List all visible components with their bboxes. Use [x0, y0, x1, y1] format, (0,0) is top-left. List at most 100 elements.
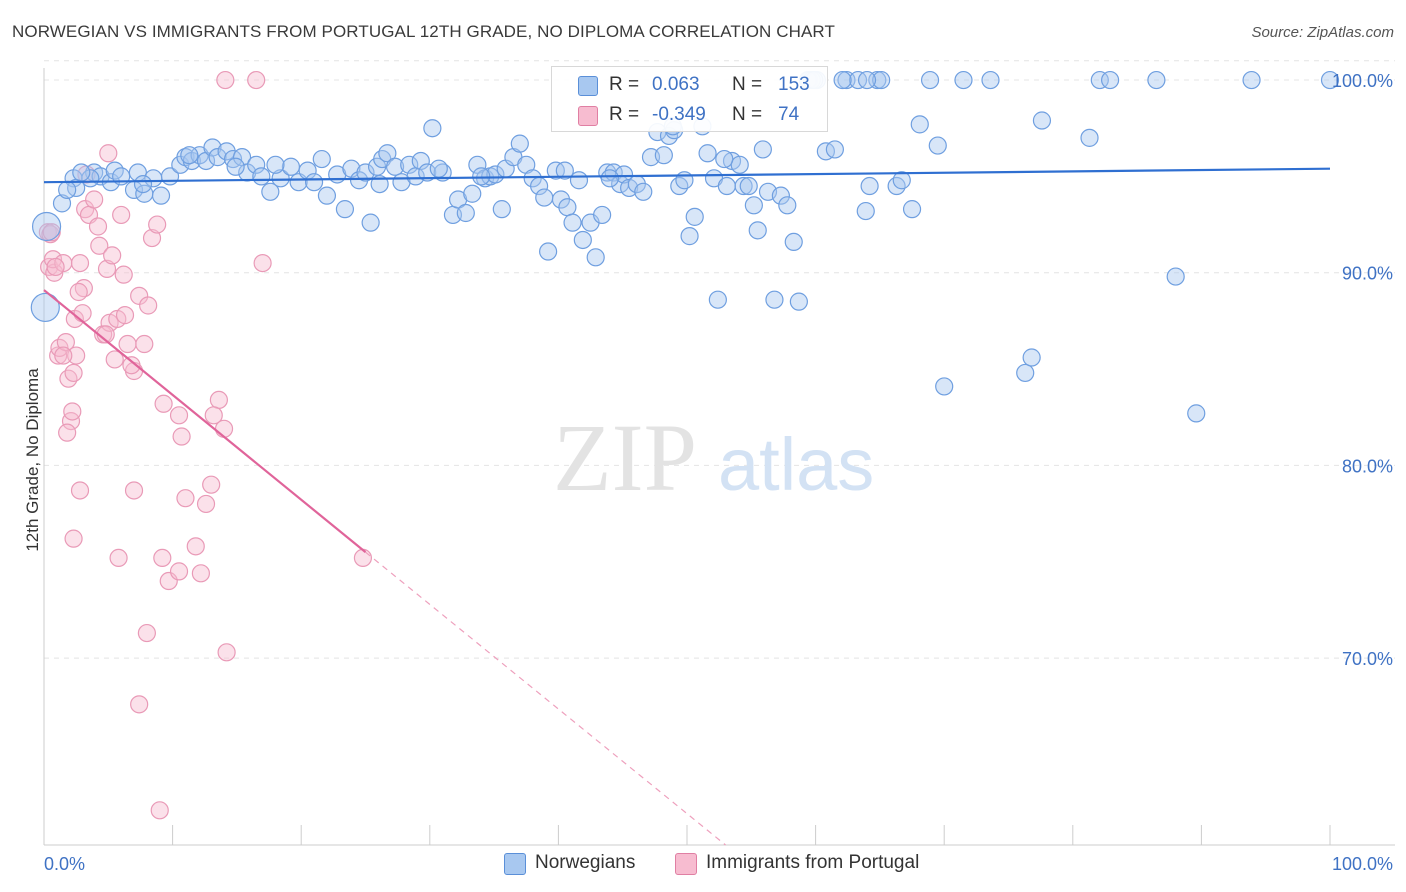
- legend-r-label: R =: [609, 74, 640, 95]
- portugal-point: [186, 537, 205, 556]
- norwegian-point: [492, 200, 511, 219]
- legend-row-norwegians: R = 0.063 N = 153: [552, 71, 827, 101]
- watermark-atlas: atlas: [718, 423, 874, 506]
- portugal-point: [105, 350, 124, 369]
- norwegian-point: [825, 140, 844, 159]
- norwegian-point: [765, 290, 784, 309]
- portugal-point: [142, 228, 162, 248]
- legend-r-value: -0.349: [652, 104, 706, 125]
- bottom-legend-norwegians: Norwegians: [535, 852, 636, 873]
- norwegian-point: [317, 186, 337, 205]
- portugal-points: [38, 70, 373, 820]
- norwegian-point: [271, 169, 290, 188]
- source-label: Source: ZipAtlas.com: [1251, 24, 1394, 41]
- chart-title: NORWEGIAN VS IMMIGRANTS FROM PORTUGAL 12…: [12, 22, 835, 41]
- portugal-point: [169, 562, 189, 581]
- bottom-legend-portugal: Immigrants from Portugal: [706, 852, 920, 873]
- norwegian-point: [304, 173, 324, 192]
- norwegian-point: [670, 176, 689, 196]
- norwegian-point: [1320, 70, 1340, 90]
- norwegian-point: [734, 176, 753, 196]
- portugal-point: [204, 406, 223, 425]
- portugal-point: [114, 265, 133, 284]
- norwegian-point: [30, 292, 60, 323]
- norwegian-point: [928, 136, 947, 155]
- portugal-point: [209, 390, 228, 410]
- portugal-point: [90, 236, 109, 255]
- norwegian-point: [180, 146, 199, 165]
- norwegian-point: [31, 211, 62, 242]
- norwegian-point: [910, 115, 929, 134]
- portugal-point: [64, 529, 83, 548]
- stats-legend: R = 0.063 N = 153 R = -0.349 N = 74: [551, 66, 828, 132]
- norwegian-point: [954, 70, 973, 90]
- norwegian-point: [680, 227, 699, 246]
- norwegian-point: [558, 198, 577, 217]
- norwegian-point: [226, 157, 245, 176]
- portugal-point: [191, 564, 210, 583]
- portugal-point: [49, 346, 68, 365]
- bottom-legend-swatch-portugal: [675, 853, 697, 875]
- norwegian-point: [614, 165, 634, 184]
- portugal-point: [88, 217, 108, 236]
- norwegian-point: [563, 213, 582, 232]
- norwegian-point: [573, 230, 592, 250]
- x-tick-label: 0.0%: [44, 854, 85, 874]
- norwegian-point: [1032, 111, 1052, 130]
- portugal-point: [63, 402, 82, 421]
- norwegian-point: [247, 155, 266, 174]
- legend-swatch-portugal: [578, 106, 598, 126]
- portugal-point: [67, 346, 86, 365]
- legend-n-label: N =: [732, 74, 763, 95]
- norwegian-point: [411, 151, 430, 171]
- norwegian-point: [1022, 348, 1041, 367]
- norwegian-point: [1016, 363, 1035, 383]
- portugal-point: [148, 215, 167, 234]
- portugal-point: [118, 334, 137, 354]
- norwegian-point: [385, 157, 405, 176]
- norwegian-point: [429, 159, 448, 178]
- norwegian-point: [1090, 70, 1109, 90]
- portugal-point: [59, 369, 78, 388]
- norwegian-point: [52, 194, 72, 213]
- portugal-point: [122, 356, 141, 375]
- norwegian-point: [361, 213, 380, 232]
- legend-n-value: 74: [778, 104, 800, 125]
- norwegian-point: [1187, 404, 1206, 423]
- norwegian-point: [872, 70, 891, 90]
- trend-lines: [43, 167, 1331, 846]
- portugal-point: [69, 282, 88, 302]
- portugal-point: [253, 253, 272, 273]
- bottom-legend-swatch-norwegians: [504, 853, 526, 875]
- portugal-point: [353, 548, 373, 568]
- norwegian-point: [935, 377, 954, 396]
- watermark: ZIP atlas: [553, 404, 874, 511]
- norwegian-point: [816, 142, 835, 161]
- legend-r-label: R =: [609, 104, 640, 125]
- norwegian-point: [715, 149, 734, 169]
- norwegian-point: [486, 165, 505, 184]
- norwegian-point: [634, 182, 653, 201]
- portugal-point: [64, 363, 83, 383]
- portugal-point: [135, 334, 154, 354]
- portugal-point: [70, 481, 90, 500]
- norwegian-trend-line: [43, 167, 1331, 184]
- norwegian-point: [593, 205, 612, 225]
- portugal-point: [196, 494, 216, 514]
- norwegian-point: [868, 70, 887, 90]
- portugal-point: [172, 427, 191, 446]
- portugal-point: [202, 475, 221, 494]
- norwegian-point: [203, 138, 222, 157]
- portugal-point: [58, 423, 77, 442]
- portugal-point: [109, 548, 128, 568]
- portugal-point: [139, 296, 158, 315]
- watermark-zip: ZIP: [553, 404, 697, 511]
- legend-n-label: N =: [732, 104, 763, 125]
- norwegian-point: [356, 163, 375, 182]
- norwegian-point: [920, 70, 940, 90]
- norwegian-point: [456, 203, 475, 223]
- portugal-point: [216, 70, 235, 90]
- norwegian-point: [1147, 70, 1166, 90]
- norwegian-point: [266, 155, 285, 174]
- norwegian-point: [1242, 70, 1261, 90]
